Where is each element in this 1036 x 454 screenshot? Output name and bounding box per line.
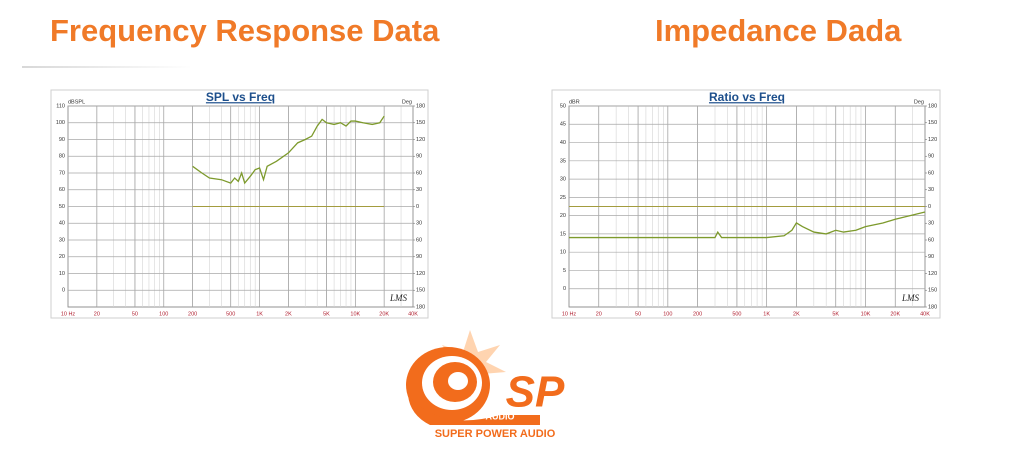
y-tick-label: 5 [563,268,566,274]
y-tick-label: 10 [560,250,566,256]
y2-tick-label: 150 [416,120,425,126]
y-tick-label: 40 [59,221,65,227]
y2-tick-label: 180 [928,304,937,310]
y2-tick-label: 90 [928,254,934,260]
logo-swoosh [408,395,540,425]
y2-tick-label: 60 [928,170,934,176]
y2-tick-label: 0 [416,204,419,210]
logo-dust-cap [448,372,468,390]
y-tick-label: 20 [560,213,566,219]
y2-tick-label: 60 [416,237,422,243]
y-tick-label: 50 [560,103,566,109]
y-tick-label: 90 [59,137,65,143]
x-tick-label: 100 [663,311,672,317]
x-tick-label: 100 [159,311,168,317]
x-tick-label: 200 [188,311,197,317]
x-tick-label: 2K [285,311,292,317]
watermark: LMS [901,293,920,303]
y-axis-label: dBR [569,99,580,105]
y2-tick-label: 30 [928,187,934,193]
y2-tick-label: 30 [416,221,422,227]
heading-rule [22,66,192,68]
y-tick-label: 60 [59,187,65,193]
x-tick-label: 50 [635,311,641,317]
logo: SP AUDIO SUPER POWER AUDIO [406,330,565,440]
y2-tick-label: 30 [928,221,934,227]
y2-tick-label: 30 [416,187,422,193]
y-tick-label: 25 [560,195,566,201]
x-tick-label: 5K [832,311,839,317]
y2-tick-label: 60 [416,170,422,176]
x-tick-label: 20 [94,311,100,317]
x-tick-label: 500 [732,311,741,317]
y-tick-label: 50 [59,204,65,210]
logo-mark: SP [506,368,565,417]
x-tick-label: 1K [256,311,263,317]
y-tick-label: 100 [56,120,65,126]
y-tick-label: 0 [563,286,566,292]
y-tick-label: 35 [560,158,566,164]
y-tick-label: 0 [62,288,65,294]
y2-tick-label: 180 [928,103,937,109]
logo-name: SUPER POWER AUDIO [435,428,556,440]
y2-axis-label: Deg [402,99,412,105]
line-series [192,115,385,185]
y-tick-label: 15 [560,231,566,237]
x-tick-label: 10K [861,311,871,317]
y2-tick-label: 150 [928,120,937,126]
y-tick-label: 80 [59,154,65,160]
y-tick-label: 10 [59,271,65,277]
watermark: LMS [389,293,408,303]
y2-tick-label: 90 [928,154,934,160]
y2-tick-label: 90 [416,154,422,160]
logo-sub: AUDIO [486,411,515,421]
y2-tick-label: 120 [928,137,937,143]
y2-tick-label: 120 [416,137,425,143]
y2-tick-label: 150 [928,288,937,294]
y2-axis-label: Deg [914,99,924,105]
x-tick-label: 200 [693,311,702,317]
y2-tick-label: 120 [928,271,937,277]
x-tick-label: 2K [793,311,800,317]
y-tick-label: 45 [560,122,566,128]
y-tick-label: 30 [59,237,65,243]
y2-tick-label: 180 [416,103,425,109]
chart: 10 Hz 20 50 100 200 500 1K 2K 5K 10K 20K 40K0102030… [50,89,429,319]
y2-tick-label: 0 [928,204,931,210]
x-tick-label: 50 [132,311,138,317]
x-tick-label: 10 Hz [562,311,577,317]
y-tick-label: 110 [56,103,65,109]
line-series [569,211,926,239]
x-tick-label: 40K [920,311,930,317]
y2-tick-label: 150 [416,288,425,294]
x-tick-label: 10K [350,311,360,317]
heading: Frequency Response Data [50,13,440,48]
y-tick-label: 30 [560,177,566,183]
y2-tick-label: 90 [416,254,422,260]
x-tick-label: 20K [890,311,900,317]
x-tick-label: 40K [408,311,418,317]
y2-tick-label: 60 [928,237,934,243]
chart-title: Ratio vs Freq [709,90,785,104]
x-tick-label: 5K [323,311,330,317]
x-tick-label: 1K [763,311,770,317]
chart-title: SPL vs Freq [206,90,275,104]
x-tick-label: 10 Hz [61,311,76,317]
y2-tick-label: 120 [416,271,425,277]
y-tick-label: 20 [59,254,65,260]
y2-tick-label: 180 [416,304,425,310]
y-axis-label: dBSPL [68,99,85,105]
x-tick-label: 20K [379,311,389,317]
chart: 10 Hz 20 50 100 200 500 1K 2K 5K 10K 20K 40K0510152… [551,89,941,319]
y-tick-label: 40 [560,140,566,146]
x-tick-label: 20 [596,311,602,317]
heading: Impedance Dada [655,13,902,48]
x-tick-label: 500 [226,311,235,317]
y-tick-label: 70 [59,170,65,176]
